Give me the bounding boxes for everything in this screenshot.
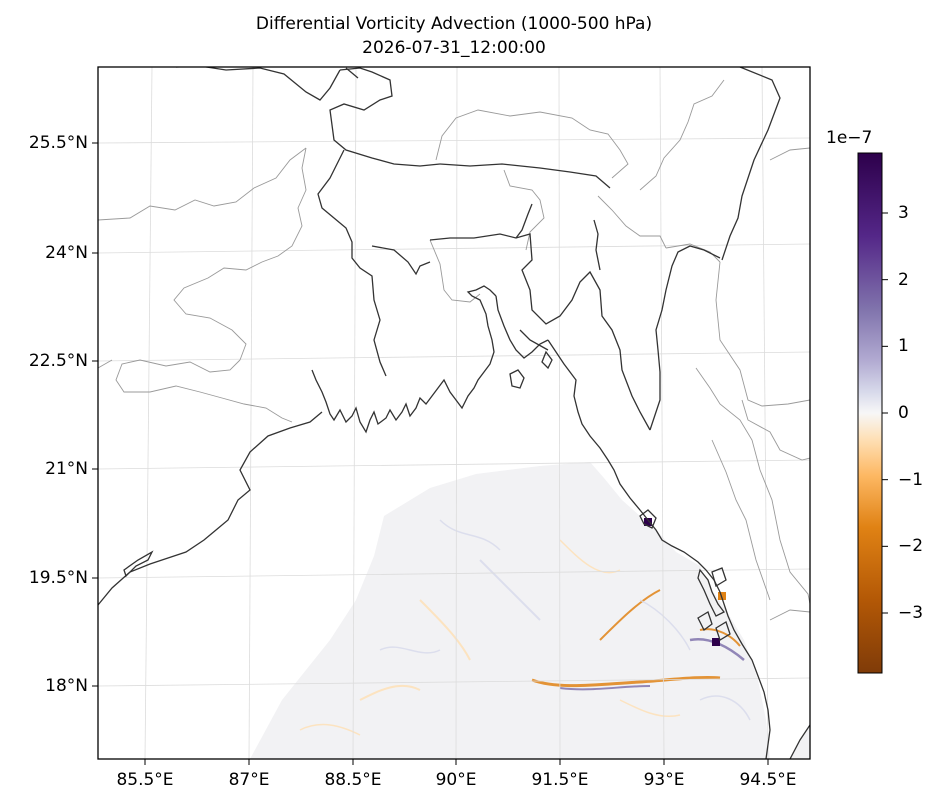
state-borders [98,79,810,621]
field-streak [639,599,691,651]
colorbar-ticks [882,212,888,614]
map-frame [97,66,811,760]
longitude-tick-label: 91.5°E [531,770,589,790]
latitude-tick-label: 18°N [45,676,88,696]
colorbar-tick-label: 2 [898,269,909,290]
colorbar-exponent: 1e−7 [826,128,873,148]
axis-ticks [92,142,769,765]
field-extreme-cell [644,518,652,526]
latitude-tick-label: 22.5°N [28,351,88,371]
colorbar-tick-label: 1 [898,336,909,357]
field-streak [619,699,681,718]
field-streak [299,723,361,736]
coastline-and-national-borders [98,67,810,759]
field-streak [359,684,421,701]
colorbar [857,152,883,674]
gridlines [98,67,810,759]
ocean-field [250,462,770,759]
longitude-tick-label: 93°E [643,770,685,790]
field-streak [419,599,471,661]
figure-timestamp: 2026-07-31_12:00:00 [362,38,546,58]
longitude-tick-label: 87°E [228,770,270,790]
colorbar-tick-label: −2 [898,536,924,557]
longitude-tick-label: 85.5°E [116,770,174,790]
field-streak [439,519,501,551]
latitude-tick-label: 24°N [45,243,88,263]
colorbar-tick-label: −3 [898,603,924,623]
field-streak [599,589,661,641]
colorbar-tick-label: −1 [898,469,924,490]
latitude-tick-label: 19.5°N [28,568,88,588]
figure-title: Differential Vorticity Advection (1000-5… [255,14,653,34]
colorbar-tick-label: 0 [898,403,909,423]
longitude-tick-label: 94.5°E [739,770,797,790]
field-extreme-cell [712,638,720,646]
field-streak [531,675,721,688]
field-streak [699,695,751,721]
field-streak [379,646,441,654]
latitude-tick-label: 21°N [45,459,88,479]
latitude-tick-label: 25.5°N [28,133,88,153]
field-streak [559,685,651,691]
field-streak [559,539,621,574]
field-streak [479,559,541,621]
longitude-tick-label: 90°E [435,770,477,790]
colorbar-tick-label: 3 [898,203,909,223]
longitude-tick-label: 88.5°E [324,770,382,790]
